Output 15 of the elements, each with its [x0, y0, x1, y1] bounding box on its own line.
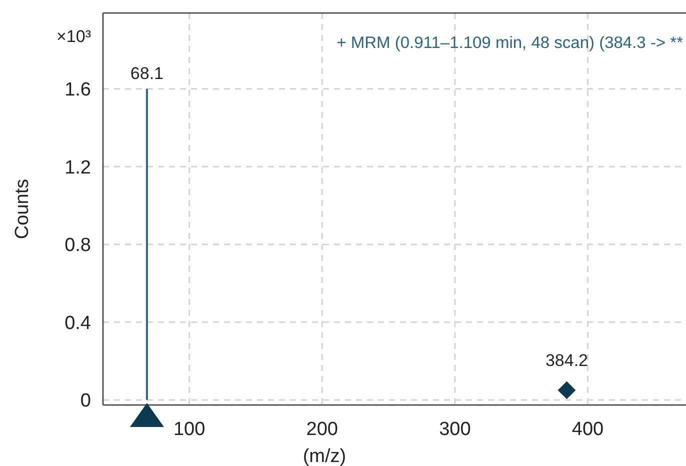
y-tick-label: 0.4: [64, 312, 92, 334]
y-tick-label: 0: [80, 390, 91, 412]
x-tick-label: 100: [173, 419, 206, 440]
y-axis-title: Counts: [12, 178, 33, 240]
annotation: 68.1: [130, 64, 164, 83]
y-tick-label: 1.6: [64, 79, 91, 100]
x-tick-label: 200: [306, 419, 338, 440]
x-axis-title: (m/z): [302, 446, 346, 466]
x-tick-label: 400: [572, 419, 604, 440]
x-tick-label: 300: [439, 419, 471, 440]
annotation: 384.2: [545, 351, 588, 370]
y-tick-label: 0.8: [64, 235, 91, 256]
text: ×10³: [56, 27, 92, 46]
y-tick-label: 1.2: [64, 157, 91, 178]
text: + MRM (0.911–1.109 min, 48 scan) (384.3 -> **: [336, 34, 684, 52]
